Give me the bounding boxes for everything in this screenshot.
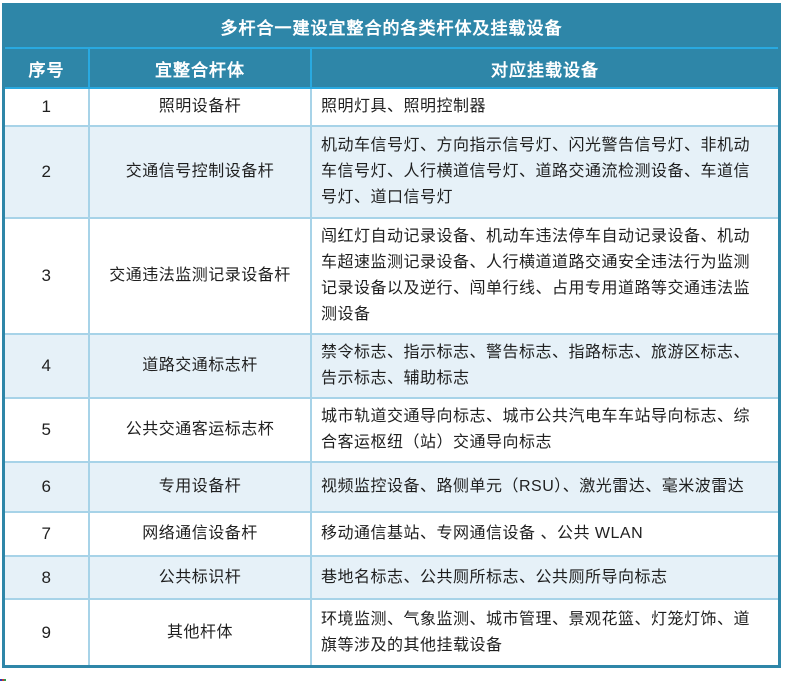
- table-header-row: 序号 宜整合杆体 对应挂载设备: [5, 48, 779, 89]
- pole-type-cell: 公共标识杆: [88, 555, 312, 600]
- mounted-devices-cell: 闯红灯自动记录设备、机动车违法停车自动记录设备、机动车超速监测记录设备、人行横道…: [309, 217, 779, 335]
- pole-type-cell: 照明设备杆: [88, 88, 312, 127]
- mounted-devices-cell: 视频监控设备、路侧单元（RSU）、激光雷达、毫米波雷达: [309, 461, 779, 513]
- table-title-row: 多杆合一建设宜整合的各类杆体及挂载设备: [5, 6, 779, 49]
- table-title: 多杆合一建设宜整合的各类杆体及挂载设备: [5, 6, 779, 49]
- table-row: 1 照明设备杆 照明灯具、照明控制器: [5, 88, 779, 127]
- table-row: 9 其他杆体 环境监测、气象监测、城市管理、景观花篮、灯笼灯饰、道旗等涉及的其他…: [5, 598, 779, 665]
- table-row: 8 公共标识杆 巷地名标志、公共厕所标志、公共厕所导向标志: [5, 555, 779, 600]
- table-row: 6 专用设备杆 视频监控设备、路侧单元（RSU）、激光雷达、毫米波雷达: [5, 461, 779, 513]
- pole-type-cell: 道路交通标志杆: [88, 333, 312, 399]
- row-index-cell: 8: [5, 555, 90, 600]
- row-index-cell: 1: [5, 88, 90, 127]
- pole-type-cell: 交通违法监测记录设备杆: [88, 217, 312, 335]
- table-row: 7 网络通信设备杆 移动通信基站、专网通信设备 、公共 WLAN: [5, 511, 779, 557]
- row-index-cell: 2: [5, 125, 90, 219]
- mounted-devices-cell: 禁令标志、指示标志、警告标志、指路标志、旅游区标志、告示标志、辅助标志: [309, 333, 779, 399]
- column-header-mounted-devices: 对应挂载设备: [309, 48, 779, 89]
- table-row: 4 道路交通标志杆 禁令标志、指示标志、警告标志、指路标志、旅游区标志、告示标志…: [5, 333, 779, 399]
- pole-type-cell: 交通信号控制设备杆: [88, 125, 312, 219]
- table-body: 1 照明设备杆 照明灯具、照明控制器 2 交通信号控制设备杆 机动车信号灯、方向…: [5, 88, 779, 665]
- row-index-cell: 4: [5, 333, 90, 399]
- column-header-index: 序号: [5, 48, 89, 89]
- pole-type-cell: 专用设备杆: [88, 461, 312, 513]
- row-index-cell: 5: [5, 397, 90, 463]
- table-row: 3 交通违法监测记录设备杆 闯红灯自动记录设备、机动车违法停车自动记录设备、机动…: [5, 217, 779, 335]
- table-row: 5 公共交通客运标志杯 城市轨道交通导向标志、城市公共汽电车车站导向标志、综合客…: [5, 397, 779, 463]
- mounted-devices-cell: 环境监测、气象监测、城市管理、景观花篮、灯笼灯饰、道旗等涉及的其他挂载设备: [309, 598, 779, 665]
- row-index-cell: 6: [5, 461, 90, 513]
- mounted-devices-cell: 机动车信号灯、方向指示信号灯、闪光警告信号灯、非机动车信号灯、人行横道信号灯、道…: [309, 125, 779, 219]
- mounted-devices-cell: 城市轨道交通导向标志、城市公共汽电车车站导向标志、综合客运枢纽（站）交通导向标志: [309, 397, 779, 463]
- pole-integration-table: 多杆合一建设宜整合的各类杆体及挂载设备 序号 宜整合杆体 对应挂载设备 1 照明…: [2, 3, 781, 668]
- table-row: 2 交通信号控制设备杆 机动车信号灯、方向指示信号灯、闪光警告信号灯、非机动车信…: [5, 125, 779, 219]
- corner-pixel-artifact: [0, 679, 6, 681]
- row-index-cell: 7: [5, 511, 90, 557]
- pole-type-cell: 其他杆体: [88, 598, 312, 665]
- pole-type-cell: 网络通信设备杆: [88, 511, 312, 557]
- pole-type-cell: 公共交通客运标志杯: [88, 397, 312, 463]
- mounted-devices-cell: 照明灯具、照明控制器: [309, 88, 779, 127]
- column-header-pole-type: 宜整合杆体: [88, 48, 311, 89]
- row-index-cell: 9: [5, 598, 90, 665]
- pole-table: 多杆合一建设宜整合的各类杆体及挂载设备 序号 宜整合杆体 对应挂载设备 1 照明…: [5, 6, 779, 665]
- mounted-devices-cell: 巷地名标志、公共厕所标志、公共厕所导向标志: [309, 555, 779, 600]
- row-index-cell: 3: [5, 217, 90, 335]
- mounted-devices-cell: 移动通信基站、专网通信设备 、公共 WLAN: [309, 511, 779, 557]
